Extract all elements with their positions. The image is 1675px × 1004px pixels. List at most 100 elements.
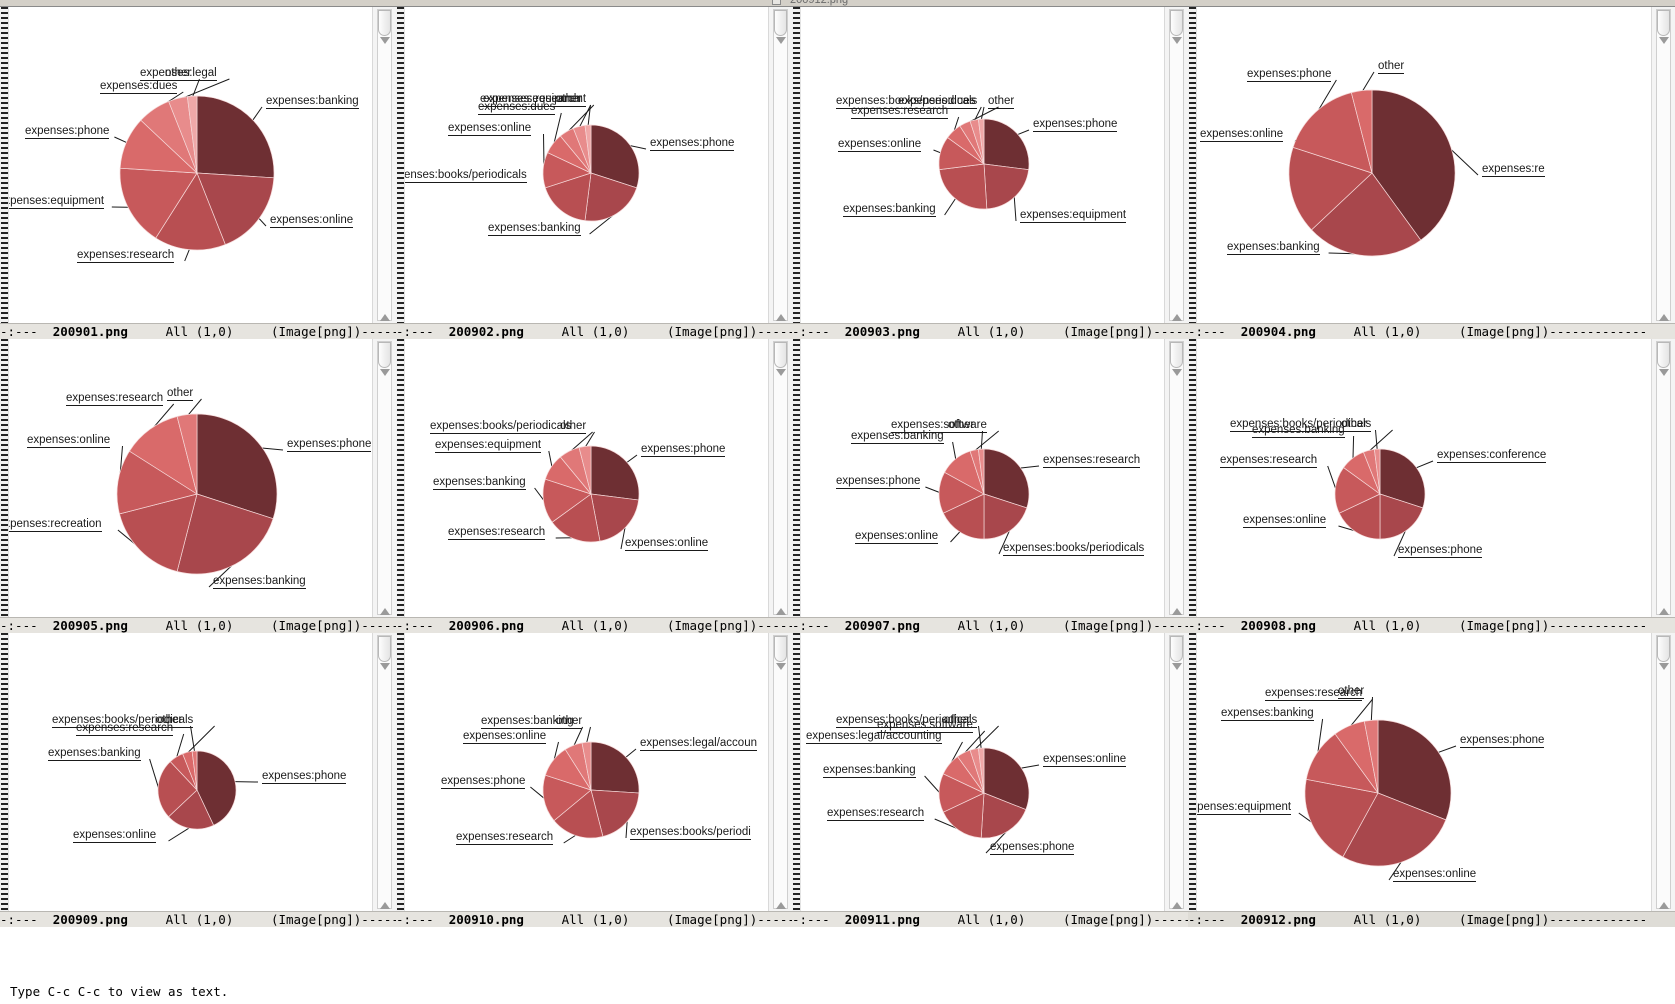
chevron-up-icon[interactable] [1171,314,1182,321]
vertical-scrollbar[interactable] [1164,633,1188,911]
chevron-down-icon[interactable] [1171,369,1182,376]
image-canvas[interactable]: expenses:legal/accoun expenses:books/peri… [405,633,768,911]
emacs-window-200908[interactable]: expenses:conference expenses:phone expense… [1188,339,1675,633]
mode-line[interactable]: -:--- 200901.png All (1,0) (Image[png])-… [0,323,396,339]
chevron-up-icon[interactable] [1658,902,1669,909]
vertical-scrollbar[interactable] [768,339,792,617]
scrollbar-thumb[interactable] [1170,10,1183,36]
scrollbar-trough[interactable] [377,341,392,615]
label-leader-line [184,247,191,262]
vertical-scrollbar[interactable] [1651,633,1675,911]
chevron-up-icon[interactable] [379,314,390,321]
scrollbar-trough[interactable] [1656,635,1671,909]
chevron-down-icon[interactable] [1658,37,1669,44]
scrollbar-thumb[interactable] [1170,342,1183,368]
emacs-window-200910[interactable]: expenses:legal/accoun expenses:books/peri… [396,633,792,927]
pie-chart-svg [1288,89,1456,257]
scrollbar-thumb[interactable] [378,10,391,36]
image-canvas[interactable]: expenses:conference expenses:phone expense… [1197,339,1651,617]
vertical-scrollbar[interactable] [1164,7,1188,323]
chevron-down-icon[interactable] [775,369,786,376]
chevron-down-icon[interactable] [1658,369,1669,376]
scrollbar-trough[interactable] [773,341,788,615]
mode-line[interactable]: -:--- 200908.png All (1,0) (Image[png])-… [1188,617,1675,633]
chevron-up-icon[interactable] [775,314,786,321]
emacs-window-200905[interactable]: expenses:phone expenses:banking expenses:r… [0,339,396,633]
vertical-scrollbar[interactable] [372,633,396,911]
scrollbar-trough[interactable] [1169,635,1184,909]
mode-line[interactable]: -:--- 200912.png All (1,0) (Image[png])-… [1188,911,1675,927]
image-canvas[interactable]: expenses:phone expenses:online expenses:re… [405,339,768,617]
chevron-up-icon[interactable] [1171,902,1182,909]
vertical-scrollbar[interactable] [1651,339,1675,617]
chevron-down-icon[interactable] [775,663,786,670]
emacs-window-200906[interactable]: expenses:phone expenses:online expenses:re… [396,339,792,633]
scrollbar-trough[interactable] [377,9,392,321]
mode-line[interactable]: -:--- 200909.png All (1,0) (Image[png])-… [0,911,396,927]
mode-line[interactable]: -:--- 200905.png All (1,0) (Image[png])-… [0,617,396,633]
chevron-down-icon[interactable] [379,37,390,44]
scrollbar-thumb[interactable] [378,636,391,662]
scrollbar-trough[interactable] [1169,341,1184,615]
scrollbar-trough[interactable] [1656,9,1671,321]
vertical-scrollbar[interactable] [768,633,792,911]
emacs-window-200902[interactable]: expenses:phone expenses:banking enses:book… [396,7,792,339]
scrollbar-thumb[interactable] [1657,636,1670,662]
scrollbar-thumb[interactable] [1657,342,1670,368]
emacs-window-200911[interactable]: expenses:online expenses:phone expenses:re… [792,633,1188,927]
image-canvas[interactable]: expenses:banking expenses:online expenses:… [9,7,372,323]
vertical-scrollbar[interactable] [768,7,792,323]
emacs-window-200909[interactable]: expenses:phone expenses:online expenses:ba… [0,633,396,927]
mode-line[interactable]: -:--- 200907.png All (1,0) (Image[png])-… [792,617,1188,633]
scrollbar-trough[interactable] [1169,9,1184,321]
image-canvas[interactable]: expenses:phone expenses:banking enses:book… [405,7,768,323]
scrollbar-trough[interactable] [773,9,788,321]
scrollbar-thumb[interactable] [774,636,787,662]
mode-line[interactable]: -:--- 200910.png All (1,0) (Image[png])-… [396,911,792,927]
emacs-window-200907[interactable]: expenses:research expenses:books/periodic… [792,339,1188,633]
emacs-window-200903[interactable]: expenses:phone expenses:equipment expenses… [792,7,1188,339]
scrollbar-trough[interactable] [773,635,788,909]
chevron-up-icon[interactable] [1171,608,1182,615]
vertical-scrollbar[interactable] [1164,339,1188,617]
image-canvas[interactable]: expenses:phone expenses:banking expenses:r… [9,339,372,617]
vertical-scrollbar[interactable] [372,7,396,323]
image-canvas[interactable]: expenses:phone expenses:online expenses:eq… [1197,633,1651,911]
vertical-scrollbar[interactable] [372,339,396,617]
chevron-down-icon[interactable] [1171,37,1182,44]
scrollbar-thumb[interactable] [774,342,787,368]
chevron-down-icon[interactable] [379,663,390,670]
mode-line[interactable]: -:--- 200902.png All (1,0) (Image[png])-… [396,323,792,339]
scrollbar-thumb[interactable] [774,10,787,36]
scrollbar-trough[interactable] [1656,341,1671,615]
chevron-up-icon[interactable] [379,902,390,909]
chevron-up-icon[interactable] [379,608,390,615]
scrollbar-trough[interactable] [377,635,392,909]
vertical-scrollbar[interactable] [1651,7,1675,323]
image-canvas[interactable]: expenses:phone expenses:equipment expenses… [801,7,1164,323]
chevron-down-icon[interactable] [775,37,786,44]
chevron-up-icon[interactable] [1658,314,1669,321]
chevron-up-icon[interactable] [775,902,786,909]
scrollbar-thumb[interactable] [1170,636,1183,662]
mode-line-prefix: -:--- [0,324,38,339]
emacs-window-200912[interactable]: expenses:phone expenses:online expenses:eq… [1188,633,1675,927]
chevron-up-icon[interactable] [775,608,786,615]
image-canvas[interactable]: expenses:online expenses:phone expenses:re… [801,633,1164,911]
mode-line[interactable]: -:--- 200906.png All (1,0) (Image[png])-… [396,617,792,633]
scrollbar-thumb[interactable] [1657,10,1670,36]
chevron-down-icon[interactable] [379,369,390,376]
scrollbar-thumb[interactable] [378,342,391,368]
emacs-window-200904[interactable]: expenses:re expenses:banking expenses:onli… [1188,7,1675,339]
image-canvas[interactable]: expenses:research expenses:books/periodic… [801,339,1164,617]
mode-line[interactable]: -:--- 200911.png All (1,0) (Image[png])-… [792,911,1188,927]
emacs-window-200901[interactable]: expenses:banking expenses:online expenses:… [0,7,396,339]
mode-line-filler: ------------- [361,912,396,927]
mode-line[interactable]: -:--- 200903.png All (1,0) (Image[png])-… [792,323,1188,339]
mode-line[interactable]: -:--- 200904.png All (1,0) (Image[png])-… [1188,323,1675,339]
chevron-down-icon[interactable] [1171,663,1182,670]
image-canvas[interactable]: expenses:re expenses:banking expenses:onli… [1197,7,1651,323]
chevron-down-icon[interactable] [1658,663,1669,670]
image-canvas[interactable]: expenses:phone expenses:online expenses:ba… [9,633,372,911]
chevron-up-icon[interactable] [1658,608,1669,615]
